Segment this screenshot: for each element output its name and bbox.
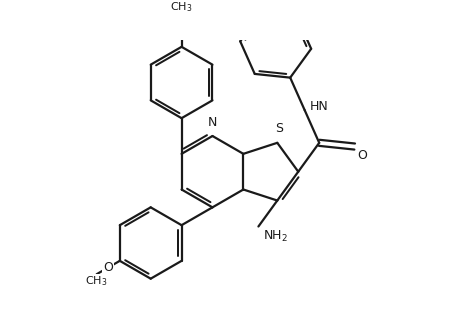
Text: CH$_3$: CH$_3$	[85, 274, 108, 288]
Text: CH$_3$: CH$_3$	[170, 0, 193, 13]
Text: S: S	[275, 122, 284, 135]
Text: N: N	[208, 116, 217, 129]
Text: O: O	[103, 261, 113, 274]
Text: NH$_2$: NH$_2$	[263, 229, 288, 244]
Text: O: O	[357, 149, 367, 162]
Text: HN: HN	[310, 100, 329, 113]
